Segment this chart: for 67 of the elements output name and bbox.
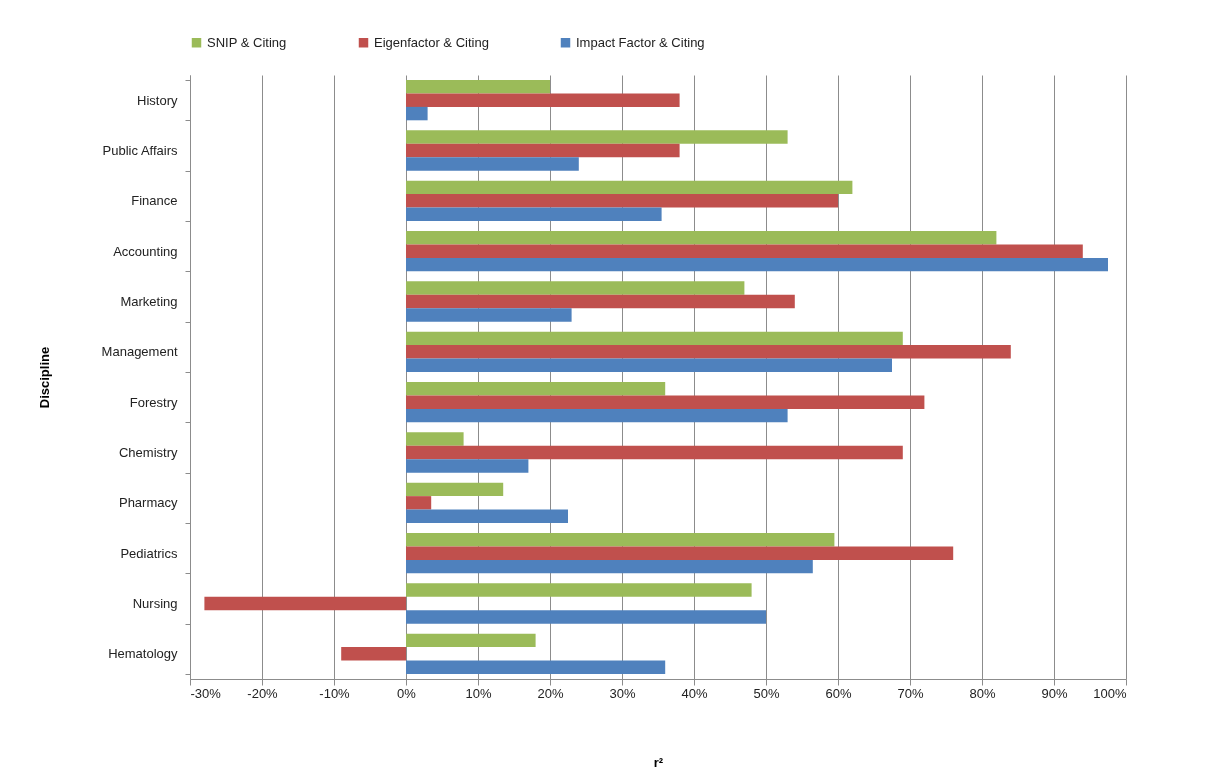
- bar: [406, 509, 568, 523]
- x-tick-label: 20%: [537, 685, 564, 701]
- bar: [406, 231, 997, 245]
- legend-label: SNIP & Citing: [207, 34, 287, 50]
- x-tick-label: 0%: [397, 685, 417, 701]
- bar: [406, 80, 550, 94]
- y-tick-label: Pediatrics: [120, 545, 178, 561]
- bar: [406, 143, 680, 158]
- x-tick-label: 30%: [609, 685, 636, 701]
- bar: [406, 408, 788, 423]
- x-tick-label: 40%: [681, 685, 708, 701]
- bar: [406, 395, 925, 409]
- x-tick-label: -10%: [319, 685, 351, 701]
- bar: [406, 610, 766, 624]
- y-tick-label: Finance: [131, 193, 178, 209]
- y-tick-label: Public Affairs: [102, 143, 178, 158]
- bar: [406, 257, 1108, 272]
- x-tick-label: 80%: [969, 685, 996, 701]
- x-tick-label: 10%: [465, 685, 492, 701]
- y-tick-label: Pharmacy: [118, 495, 178, 511]
- bar: [406, 294, 795, 309]
- bar: [406, 559, 813, 574]
- bar: [406, 533, 835, 547]
- bar: [406, 331, 903, 346]
- x-axis-title: r²: [653, 754, 664, 770]
- bar: [406, 180, 853, 195]
- bar: [406, 583, 752, 597]
- bar: [406, 445, 903, 460]
- bar: [406, 633, 536, 648]
- x-tick-label: 60%: [825, 685, 852, 701]
- bar: [406, 496, 432, 510]
- legend-label: Eigenfactor & Citing: [374, 34, 489, 50]
- bar: [406, 130, 788, 144]
- bar: [406, 244, 1083, 258]
- bar: [406, 432, 464, 446]
- bar: [406, 207, 662, 221]
- bar: [406, 358, 892, 372]
- y-tick-label: Hematology: [108, 646, 178, 662]
- bar: [406, 157, 579, 171]
- y-tick-label: Forestry: [129, 394, 178, 410]
- y-tick-label: Accounting: [113, 243, 178, 259]
- y-tick-label: Nursing: [132, 596, 178, 611]
- y-tick-label: Management: [101, 344, 178, 360]
- bar: [406, 281, 745, 295]
- bar: [406, 93, 680, 107]
- y-tick-label: Chemistry: [118, 445, 178, 460]
- bar: [406, 345, 1011, 359]
- bar: [406, 546, 954, 560]
- x-tick-label: -20%: [247, 685, 279, 701]
- bar: [406, 459, 529, 473]
- y-tick-label: History: [137, 92, 178, 108]
- legend-label: Impact Factor & Citing: [576, 34, 705, 50]
- x-tick-label: -30%: [190, 685, 222, 701]
- x-tick-label: 100%: [1093, 685, 1127, 701]
- bar: [406, 660, 666, 674]
- bar: [406, 308, 572, 322]
- x-tick-label: 90%: [1041, 685, 1068, 701]
- bar: [406, 482, 504, 497]
- bar: [406, 382, 666, 396]
- y-tick-label: Marketing: [120, 294, 178, 309]
- bar: [204, 596, 406, 611]
- x-tick-label: 50%: [753, 685, 780, 701]
- bar: [341, 647, 406, 661]
- x-tick-label: 70%: [897, 685, 924, 701]
- bar: [406, 194, 838, 208]
- bar: [406, 106, 428, 121]
- y-axis-title: Discipline: [36, 346, 52, 409]
